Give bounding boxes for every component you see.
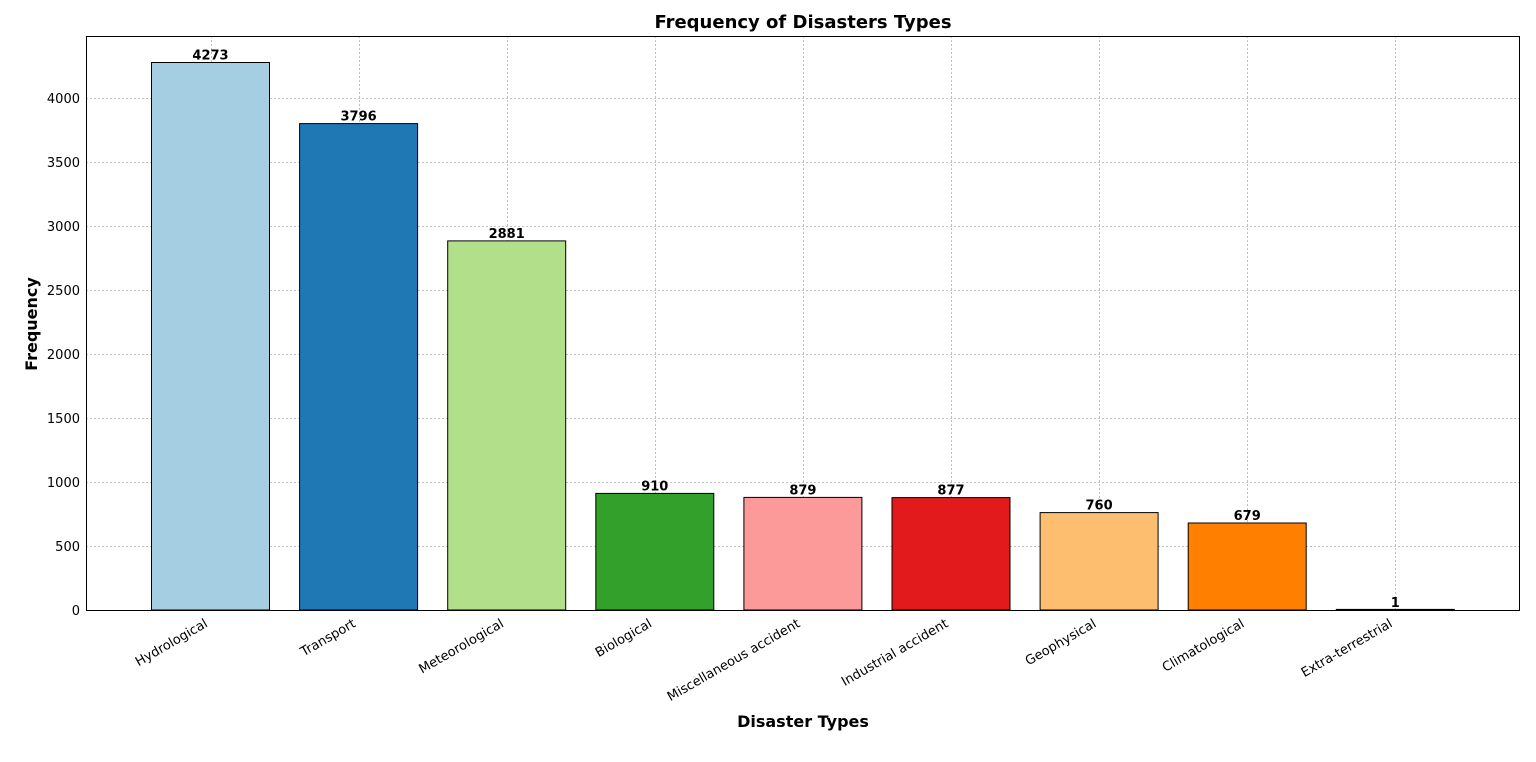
data-labels: 4273 3796 2881 910 879 877 760 679 1 (192, 49, 1399, 611)
data-label: 2881 (489, 227, 525, 242)
x-tick-label: Hydrological (133, 616, 211, 669)
y-axis-ticks: 0 500 1000 1500 2000 2500 3000 3500 4000 (47, 92, 80, 619)
plot-frame (86, 36, 1520, 611)
bar-meteorological (447, 240, 567, 611)
bar-climatological (1187, 522, 1307, 611)
y-tick-label: 1000 (47, 476, 80, 491)
bar-geophysical (1039, 512, 1159, 611)
x-tick-label: Climatological (1160, 616, 1247, 675)
data-label: 4273 (192, 49, 228, 64)
x-axis-ticks: Hydrological Transport Meteorological Biolo… (133, 616, 1395, 704)
data-label: 1 (1391, 596, 1400, 611)
x-axis-label: Disaster Types (737, 712, 869, 731)
y-tick-label: 500 (55, 540, 80, 555)
y-tick-label: 4000 (47, 92, 80, 107)
y-tick-label: 2500 (47, 284, 80, 299)
data-label: 679 (1234, 509, 1261, 524)
data-label: 3796 (341, 110, 377, 125)
y-tick-label: 3500 (47, 156, 80, 171)
x-tick-label: Miscellaneous accident (665, 616, 803, 704)
y-tick-label: 0 (72, 604, 80, 619)
bar-hydrological (151, 62, 270, 611)
x-tick-label: Extra-terrestrial (1299, 616, 1395, 680)
bar-miscellaneous-accident (743, 496, 863, 611)
data-label: 879 (789, 483, 816, 498)
bar-biological (595, 492, 715, 611)
data-label: 760 (1086, 499, 1113, 514)
x-tick-label: Industrial accident (839, 616, 951, 689)
y-tick-label: 2000 (47, 348, 80, 363)
data-label: 877 (937, 484, 964, 499)
y-axis-label: Frequency (22, 277, 41, 371)
y-tick-label: 3000 (47, 220, 80, 235)
x-tick-label: Geophysical (1023, 616, 1099, 669)
data-label: 910 (641, 479, 668, 494)
bar-transport (299, 123, 419, 611)
x-tick-label: Biological (593, 616, 655, 660)
x-tick-label: Meteorological (417, 616, 507, 677)
y-tick-label: 1500 (47, 412, 80, 427)
bar-industrial-accident (891, 497, 1011, 611)
bars (151, 62, 1455, 611)
chart-title: Frequency of Disasters Types (654, 12, 951, 33)
x-tick-label: Transport (297, 616, 358, 660)
